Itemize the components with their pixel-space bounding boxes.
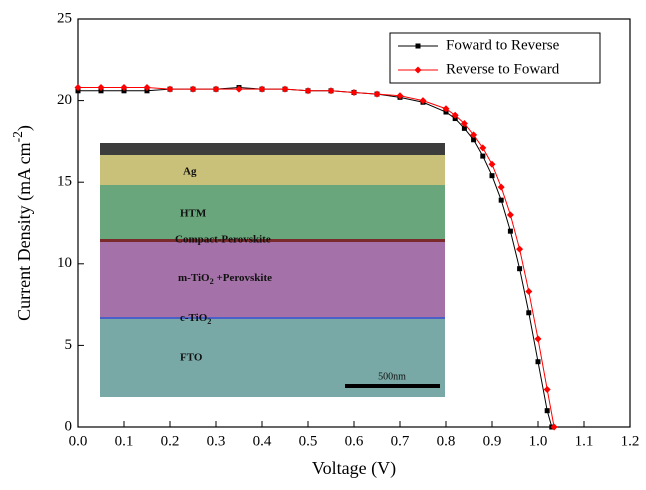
marker — [526, 310, 531, 315]
x-tick-label: 0.7 — [391, 433, 410, 449]
marker — [536, 359, 541, 364]
inset-compact — [100, 239, 445, 242]
marker — [517, 266, 522, 271]
inset: Ag HTM Compact-Perovskite m-TiO 2 +Perovs… — [100, 143, 445, 397]
x-tick-label: 0.0 — [69, 433, 88, 449]
x-tick-label: 0.8 — [437, 433, 456, 449]
inset-label: Compact-Perovskite — [175, 234, 271, 246]
text-part: 2 — [207, 317, 211, 326]
text-part: Current Density (mA cm — [14, 142, 35, 320]
x-tick-label: 0.3 — [207, 433, 226, 449]
x-tick-label: 0.4 — [253, 433, 272, 449]
x-tick-label: 0.1 — [115, 433, 134, 449]
y-tick-label: 25 — [57, 10, 72, 26]
x-axis-label: Voltage (V) — [312, 458, 396, 479]
x-tick-label: 1.0 — [529, 433, 548, 449]
inset-label: Ag — [183, 166, 197, 178]
marker — [508, 229, 513, 234]
y-tick-label: 15 — [57, 174, 72, 190]
text-part: -2 — [10, 131, 25, 142]
y-axis-label: Current Density (mA cm-2) — [10, 125, 36, 321]
chart: Ag HTM Compact-Perovskite m-TiO 2 +Perovs… — [0, 0, 646, 485]
text-part: m-TiO — [178, 272, 210, 284]
y-tick-label: 10 — [57, 255, 72, 271]
text-part: ) — [14, 125, 35, 131]
text-part: c-TiO — [180, 312, 208, 324]
inset-mtio2 — [100, 242, 445, 318]
x-tick-label: 0.6 — [345, 433, 364, 449]
inset-top — [100, 143, 445, 155]
marker — [416, 44, 421, 49]
inset-htm — [100, 185, 445, 240]
marker — [480, 154, 485, 159]
marker — [545, 408, 550, 413]
y-tick-label: 20 — [57, 92, 72, 108]
inset-ag — [100, 155, 445, 185]
marker — [499, 198, 504, 203]
x-tick-label: 1.2 — [621, 433, 640, 449]
x-tick-label: 0.5 — [299, 433, 318, 449]
scale-label: 500nm — [378, 371, 406, 382]
x-tick-label: 0.9 — [483, 433, 502, 449]
text-part: +Perovskite — [214, 272, 272, 284]
y-tick-label: 5 — [65, 337, 73, 353]
legend-label: Reverse to Foward — [446, 61, 560, 77]
marker — [490, 173, 495, 178]
inset-label: FTO — [180, 352, 203, 364]
y-tick-label: 0 — [65, 418, 73, 434]
inset-ctio2 — [100, 317, 445, 319]
inset-label: HTM — [180, 208, 207, 220]
x-tick-label: 0.2 — [161, 433, 180, 449]
legend-label: Foward to Reverse — [446, 37, 560, 53]
x-tick-label: 1.1 — [575, 433, 594, 449]
